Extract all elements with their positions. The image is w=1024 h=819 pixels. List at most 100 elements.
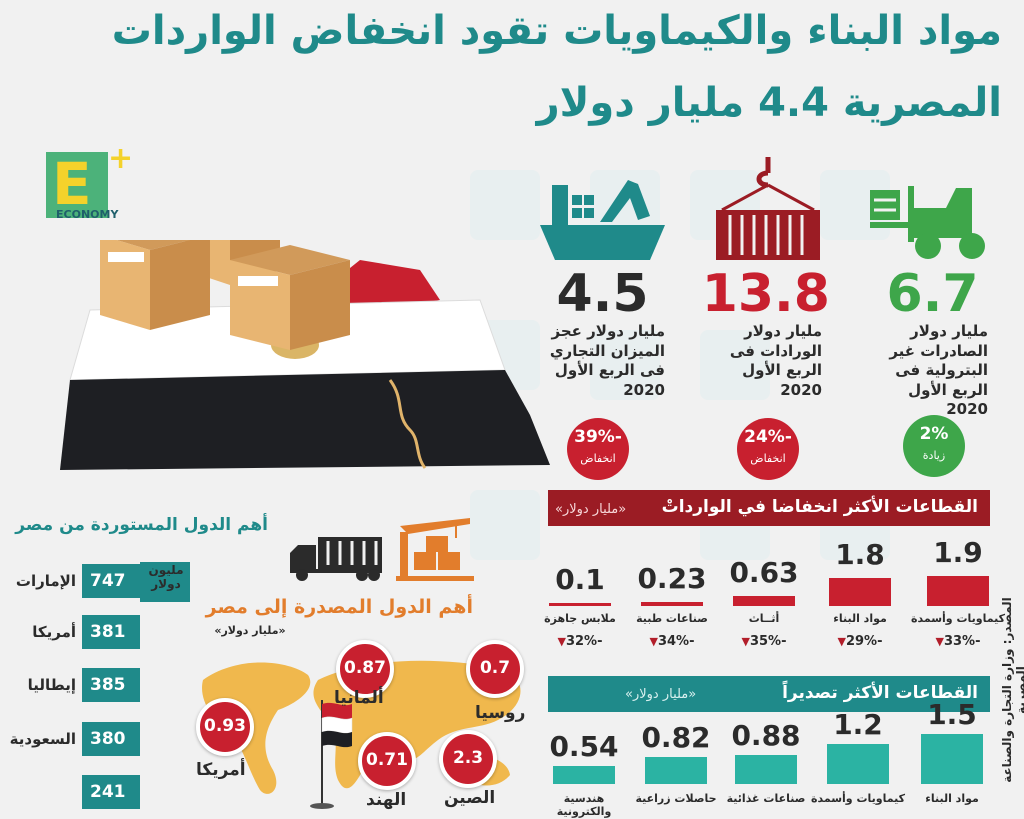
bubble-usa: 0.93	[196, 698, 254, 756]
change-value: 2%	[919, 424, 949, 444]
svg-text:ECONOMY: ECONOMY	[56, 208, 119, 221]
change-percent: -34%▼	[632, 634, 712, 649]
exports-bar	[645, 756, 707, 784]
exports-bar	[827, 744, 889, 784]
change-label: زيادة	[922, 448, 946, 462]
country-value: 385	[82, 668, 140, 702]
down-triangle-icon: ▼	[935, 635, 944, 648]
stat-description: مليار دولار الورادات فى الربع الأول 2020	[729, 322, 822, 399]
bar-label: كيماويات وأسمدة	[810, 792, 906, 805]
imports-bar	[733, 596, 795, 606]
bar-label: كيماويات وأسمدة	[910, 612, 1006, 625]
imports-bar	[927, 576, 989, 606]
egypt-flag-icon	[304, 700, 354, 812]
stat-imports: 13.8	[701, 264, 830, 324]
section-title: القطاعات الأكثر تصديراً	[782, 683, 978, 703]
watermark-tile	[470, 490, 540, 560]
country-value: 380	[82, 722, 140, 756]
country-label: الهند	[366, 790, 407, 810]
bar-label: حاصلات زراعية	[635, 792, 717, 805]
watermark-tile	[590, 330, 660, 400]
forklift-icon	[868, 182, 992, 262]
ship-icon	[540, 170, 665, 262]
change-percent: -33%▼	[918, 634, 998, 649]
stat-value: 13.8	[701, 264, 830, 324]
source-text: المصدر: وزارة التجارة والصناعة المصرية	[1000, 597, 1024, 783]
bubble-value: 0.87	[344, 658, 386, 678]
stat-description: مليار دولار عجز الميزان التجاري فى الربع…	[549, 322, 665, 399]
change-value: -34%	[657, 634, 695, 649]
stat-value: 6.7	[886, 264, 979, 324]
crane-icon	[396, 512, 474, 582]
unit-tab	[140, 562, 190, 602]
exporters-unit: «مليار دولار»	[214, 624, 286, 637]
country-name: إيطاليا	[27, 676, 76, 694]
change-percent: -32%▼	[540, 634, 620, 649]
bubble-value: 2.3	[452, 748, 484, 768]
watermark-tile	[700, 330, 770, 400]
bar-label: مواد البناء	[833, 612, 887, 625]
svg-text:+: +	[108, 141, 133, 176]
down-triangle-icon: ▼	[649, 635, 658, 648]
bar-value: 1.9	[933, 536, 983, 569]
section-unit: «مليار دولار»	[555, 502, 627, 517]
bar-value: 1.5	[927, 698, 977, 731]
change-value: -33%	[943, 634, 981, 649]
bubble-value: 0.71	[366, 750, 408, 770]
stat-exports: 6.7	[870, 268, 995, 320]
change-value: -35%	[749, 634, 787, 649]
country-label: ألمانيا	[334, 688, 384, 708]
bar-value: 0.23	[637, 562, 707, 596]
country-name: الإمارات	[15, 572, 76, 590]
stat-desc-container: مليار دولار عجز الميزان التجاري فى الربع…	[540, 322, 665, 400]
bar-value: 0.82	[641, 720, 711, 754]
headline-line-1: مواد البناء والكيماويات تقود انخفاض الوا…	[111, 8, 1002, 54]
bubble-germany: 0.87	[336, 640, 394, 698]
bar-label: ملابس جاهزة	[544, 612, 616, 625]
bubble-china: 2.3	[439, 730, 497, 788]
stat-desc-container: مليار دولار الصادرات غير البترولية فى ال…	[868, 322, 988, 420]
bar-value: 0.54	[549, 730, 619, 763]
change-percent: -35%▼	[724, 634, 804, 649]
bar-value: 0.88	[731, 718, 801, 752]
bar-value: 1.8	[835, 537, 885, 571]
imports-bar	[549, 603, 611, 606]
bar-value: 1.2	[833, 708, 883, 741]
country-name: السعودية	[9, 730, 76, 748]
stat-desc-container: مليار دولار الورادات فى الربع الأول 2020	[712, 322, 822, 400]
section-unit: «مليار دولار»	[625, 687, 697, 702]
change-badge: -39% انخفاض	[567, 418, 629, 480]
change-badge: 2% زيادة	[903, 415, 965, 477]
bubble-india: 0.71	[358, 732, 416, 790]
stat-value: 4.5	[556, 264, 649, 324]
exports-bar	[553, 766, 615, 784]
exporters-title: أهم الدول المصدرة إلى مصر	[205, 596, 473, 618]
exports-bar	[921, 734, 983, 784]
bar-label: أثــاث	[748, 612, 780, 625]
change-value: -29%	[845, 634, 883, 649]
exports-bar	[735, 754, 797, 784]
country-label: الصين	[444, 788, 496, 808]
svg-text:E: E	[52, 150, 92, 218]
change-label: انخفاض	[750, 451, 786, 465]
change-percent: -29%▼	[820, 634, 900, 649]
headline-line-2: المصرية 4.4 مليار دولار	[536, 80, 1002, 126]
down-triangle-icon: ▼	[741, 635, 750, 648]
bar-label: صناعات طبية	[636, 612, 708, 625]
bubble-russia: 0.7	[466, 640, 524, 698]
container-icon	[712, 155, 824, 263]
change-value: -39%	[574, 427, 622, 447]
change-value: -24%	[744, 427, 792, 447]
stat-trade-deficit: 4.5	[540, 268, 665, 320]
bar-value: 0.1	[555, 563, 605, 596]
imports-bar	[641, 602, 703, 606]
country-value: 747	[82, 564, 140, 598]
down-triangle-icon: ▼	[557, 635, 566, 648]
country-label: روسيا	[475, 703, 526, 723]
bar-label: هندسية والكترونية	[556, 792, 612, 818]
change-value: -32%	[565, 634, 603, 649]
watermark-tile	[470, 170, 540, 240]
country-label: أمريكا	[196, 760, 246, 780]
bubble-value: 0.7	[479, 658, 511, 678]
imports-bar	[829, 577, 891, 606]
